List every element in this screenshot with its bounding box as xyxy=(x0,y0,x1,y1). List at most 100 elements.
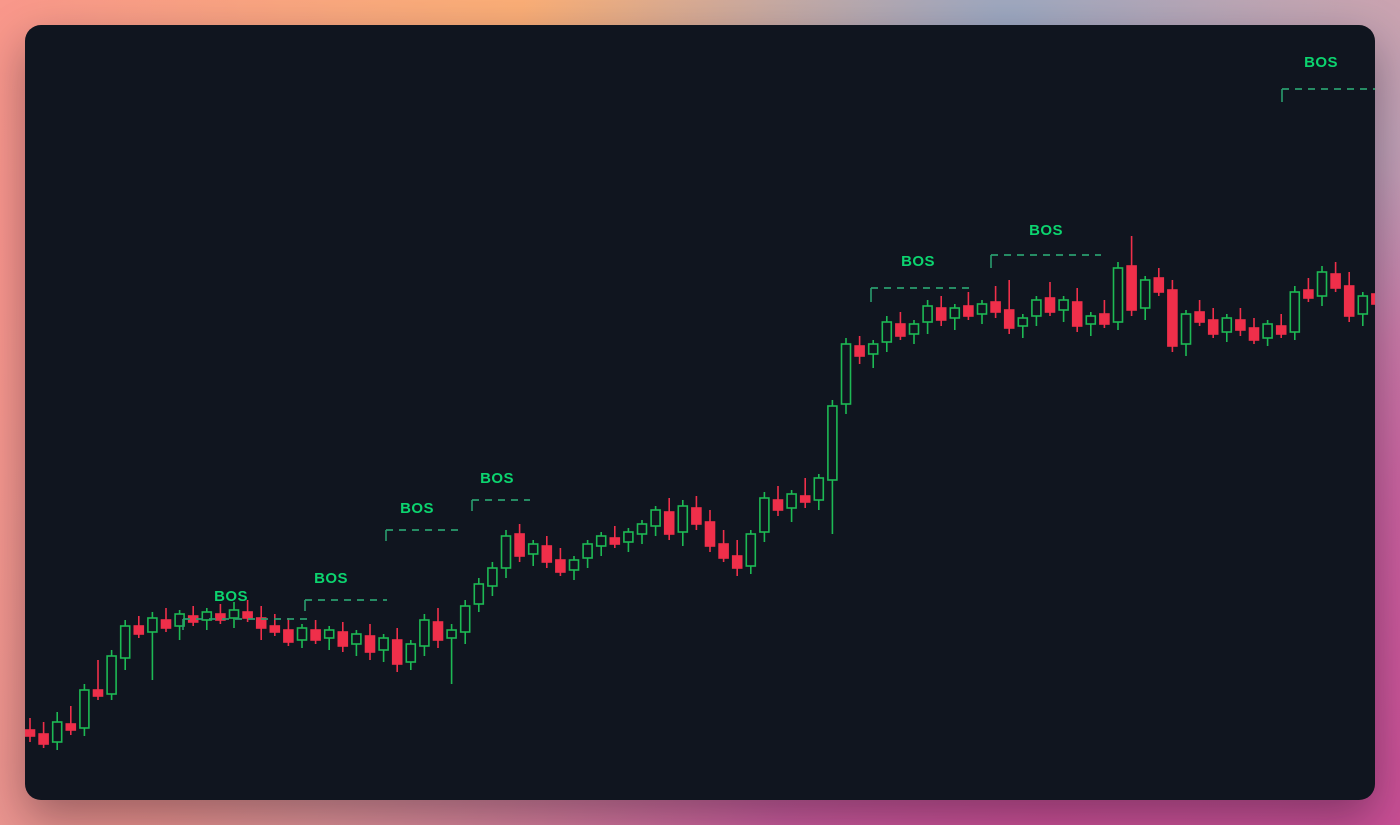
candle-body-bullish xyxy=(745,533,757,567)
candle-body-bearish xyxy=(854,345,865,357)
bos-annotation[interactable]: BOS xyxy=(471,470,530,511)
candle-body-bearish xyxy=(935,307,947,321)
candlestick xyxy=(459,600,471,644)
candle-body-bearish xyxy=(704,521,716,547)
candle-body-bearish xyxy=(1167,289,1178,347)
candlestick xyxy=(623,528,634,552)
candle-body-bullish xyxy=(228,609,240,619)
candle-body-bearish xyxy=(895,323,906,337)
candlestick xyxy=(691,496,702,530)
candle-body-bearish xyxy=(38,733,49,745)
candle-body-bearish xyxy=(92,689,104,697)
bos-annotation[interactable]: BOS xyxy=(990,222,1101,268)
candle-body-bullish xyxy=(786,493,797,509)
candle-body-bullish xyxy=(351,633,362,645)
bos-annotation[interactable]: BOS xyxy=(870,253,975,302)
candlestick xyxy=(935,296,947,326)
candlestick xyxy=(364,624,376,660)
candlestick xyxy=(147,612,158,680)
candle-body-bullish xyxy=(1262,323,1273,339)
candlestick xyxy=(990,286,1001,318)
candlestick xyxy=(215,604,226,624)
candlestick xyxy=(1235,308,1246,336)
candle-body-bullish xyxy=(296,627,308,641)
bos-annotation[interactable]: BOS xyxy=(385,500,458,541)
candlestick xyxy=(1071,288,1083,332)
candle-body-bullish xyxy=(1085,315,1097,325)
candlestick xyxy=(1248,318,1260,344)
candlestick xyxy=(772,486,784,516)
candlestick xyxy=(51,712,63,750)
bos-label: BOS xyxy=(1029,222,1063,239)
candle-body-bullish xyxy=(201,611,213,621)
candlestick xyxy=(895,312,906,340)
candlestick xyxy=(1357,292,1369,326)
candle-body-bullish xyxy=(949,307,961,319)
bos-label: BOS xyxy=(901,253,935,270)
candle-body-bullish xyxy=(473,583,485,605)
candles-layer xyxy=(25,236,1375,750)
candlestick xyxy=(786,490,797,522)
candlestick xyxy=(405,640,417,670)
chart-canvas[interactable]: BOS BOS BOS BOS BOS BOS BOS xyxy=(25,25,1375,800)
candlestick xyxy=(759,492,770,542)
candlestick xyxy=(840,338,852,414)
candle-body-bearish xyxy=(1343,285,1355,317)
candle-body-bearish xyxy=(1207,319,1219,335)
candlestick xyxy=(568,556,580,580)
candle-body-bearish xyxy=(1099,313,1110,325)
candle-body-bearish xyxy=(1275,325,1287,335)
candle-body-bullish xyxy=(174,613,185,627)
candle-body-bullish xyxy=(147,617,158,633)
candle-body-bearish xyxy=(391,639,403,665)
candle-body-bearish xyxy=(772,499,784,511)
candlestick-chart-panel[interactable]: BOS BOS BOS BOS BOS BOS BOS xyxy=(25,25,1375,800)
candle-body-bearish xyxy=(514,533,525,557)
candlestick xyxy=(283,618,294,646)
bos-annotation[interactable]: BOS xyxy=(304,570,387,611)
candlestick xyxy=(1058,296,1069,322)
candle-body-bullish xyxy=(527,543,539,555)
candlestick xyxy=(704,510,716,552)
candlestick xyxy=(446,624,457,684)
candle-body-bearish xyxy=(1303,289,1314,299)
candlestick xyxy=(1316,266,1328,306)
candlestick xyxy=(1303,278,1314,302)
bos-annotation[interactable]: BOS xyxy=(1281,54,1375,102)
candle-body-bullish xyxy=(1139,279,1151,309)
candlestick xyxy=(473,578,485,612)
bos-annotation[interactable]: BOS xyxy=(182,588,311,630)
candlestick xyxy=(432,608,444,648)
candle-body-bearish xyxy=(963,305,974,317)
candle-body-bullish xyxy=(867,343,879,355)
candlestick xyxy=(650,506,661,536)
candle-body-bearish xyxy=(1235,319,1246,331)
candlestick xyxy=(609,526,621,548)
candlestick xyxy=(908,320,920,344)
candle-body-bullish xyxy=(1180,313,1192,345)
candlestick xyxy=(160,608,172,632)
candlestick xyxy=(201,608,213,630)
candle-body-bullish xyxy=(405,643,417,663)
candle-body-bullish xyxy=(922,305,933,323)
candle-body-bearish xyxy=(1153,277,1165,293)
candle-body-bullish xyxy=(1112,267,1124,323)
candle-body-bearish xyxy=(1330,273,1341,289)
candlestick xyxy=(541,536,553,568)
candlestick xyxy=(922,300,933,334)
candlestick xyxy=(527,540,539,566)
candle-body-bearish xyxy=(283,629,294,643)
candle-body-bearish xyxy=(1126,265,1137,311)
candlestick xyxy=(595,532,607,556)
candlestick xyxy=(1221,314,1233,342)
candle-body-bullish xyxy=(487,567,498,587)
candlestick xyxy=(1194,300,1205,326)
bos-label: BOS xyxy=(314,570,348,587)
bos-label: BOS xyxy=(400,500,434,517)
candlestick xyxy=(106,650,117,700)
candle-body-bullish xyxy=(595,535,607,547)
candlestick xyxy=(677,500,689,546)
candlestick xyxy=(963,292,974,320)
candle-body-bullish xyxy=(976,303,988,315)
candlestick xyxy=(582,540,593,568)
